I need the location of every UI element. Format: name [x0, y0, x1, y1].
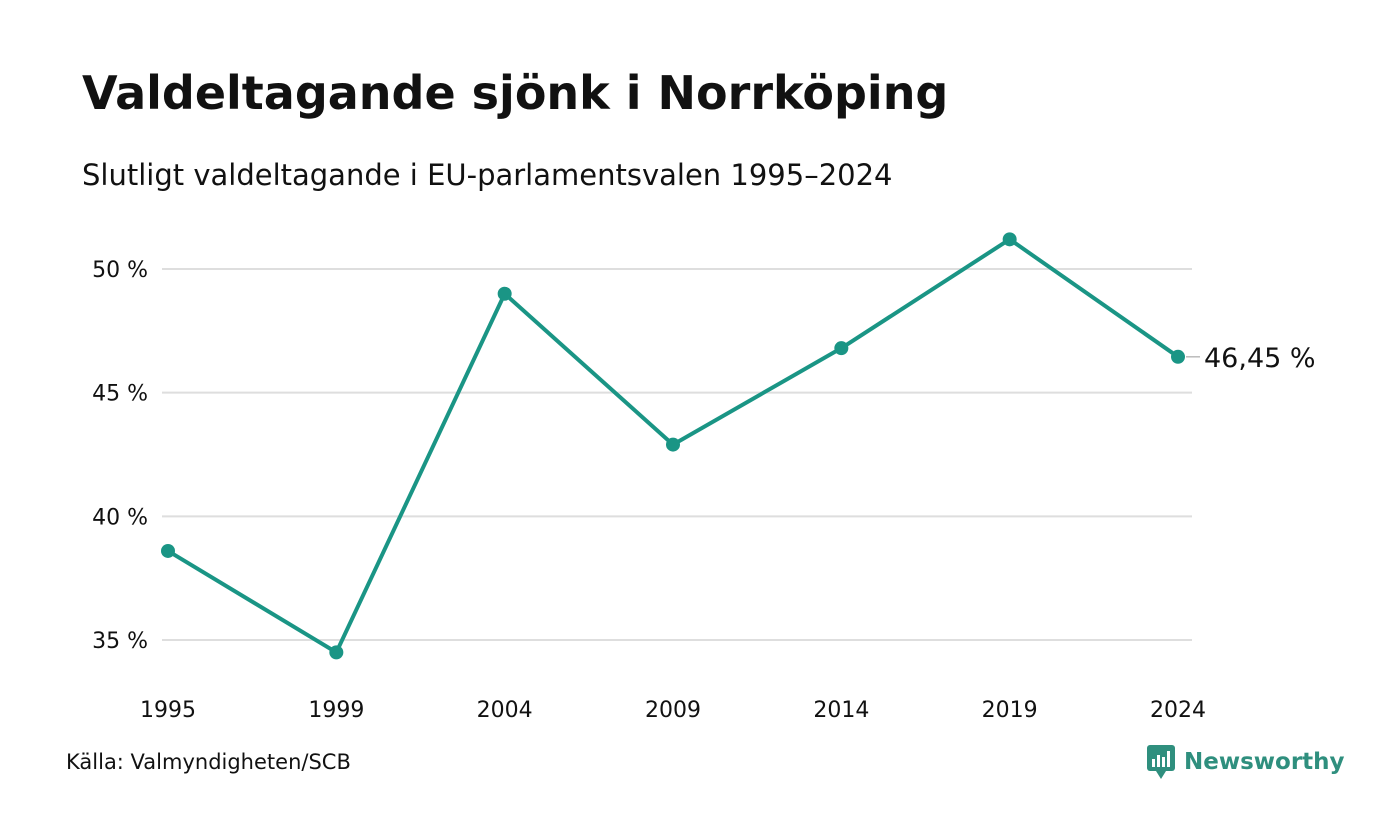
x-tick-label: 1995: [140, 698, 196, 723]
data-point: [666, 437, 680, 452]
chart-title: Valdeltagande sjönk i Norrköping: [82, 66, 949, 120]
chart-subtitle: Slutligt valdeltagande i EU-parlamentsva…: [82, 158, 893, 192]
gridlines: [162, 268, 1192, 641]
data-point: [1002, 232, 1017, 247]
source-note: Källa: Valmyndigheten/SCB: [66, 750, 351, 774]
x-tick-label: 2014: [813, 698, 869, 723]
x-tick-label: 2009: [645, 698, 701, 723]
y-tick-label: 50 %: [92, 258, 148, 283]
brand-name: Newsworthy: [1184, 749, 1345, 775]
x-tick-label: 2024: [1150, 698, 1206, 723]
data-point: [1171, 349, 1185, 364]
newsworthy-logo-icon: [1147, 745, 1175, 779]
data-point: [161, 543, 175, 558]
data-point: [329, 645, 344, 660]
data-point: [834, 341, 849, 356]
x-tick-label: 2019: [982, 698, 1038, 723]
end-value-label: 46,45 %: [1204, 343, 1316, 374]
data-point: [497, 286, 512, 301]
y-tick-label: 35 %: [92, 629, 148, 654]
x-tick-label: 2004: [477, 698, 533, 723]
x-tick-label: 1999: [308, 698, 364, 723]
y-tick-label: 40 %: [92, 505, 148, 530]
series-layer: [161, 232, 1185, 660]
y-axis-ticks: 35 % 40 % 45 % 50 %: [92, 258, 148, 654]
brand-logo: Newsworthy: [1146, 744, 1345, 780]
x-axis-ticks: 1995 1999 2004 2009 2014 2019 2024: [140, 698, 1206, 723]
annotations: 46,45 %: [1186, 343, 1316, 374]
y-tick-label: 45 %: [92, 382, 148, 407]
